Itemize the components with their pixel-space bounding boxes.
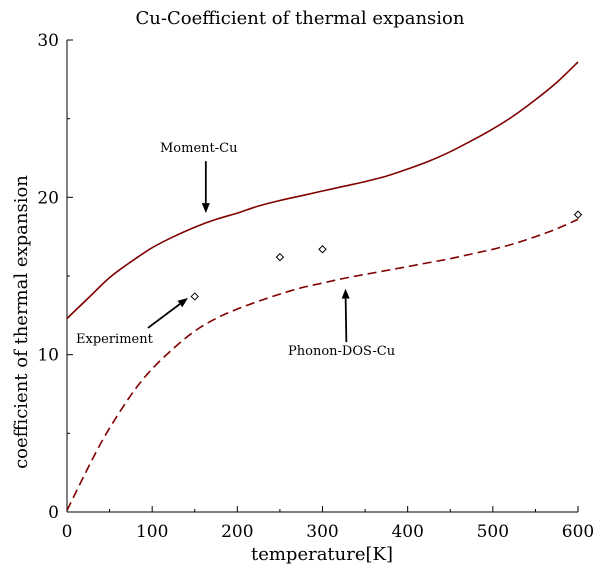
experiment-point xyxy=(318,245,327,254)
experiment-point xyxy=(573,210,583,219)
axis-ticks xyxy=(66,39,579,513)
experiment-markers xyxy=(190,210,583,301)
curves xyxy=(66,61,579,511)
experiment-point xyxy=(190,292,199,301)
x-tick-label: 500 xyxy=(477,522,509,542)
series-line-moment-cu xyxy=(66,61,579,320)
arrowhead-moment-cu xyxy=(201,203,210,214)
arrow-phonon-dos-cu xyxy=(344,298,348,343)
x-tick-label: 200 xyxy=(221,522,253,542)
annotation-phonon-dos-cu: Phonon-DOS-Cu xyxy=(288,344,395,359)
y-tick-label: 20 xyxy=(37,188,59,208)
annotation-moment-cu: Moment-Cu xyxy=(160,141,237,156)
y-tick-label: 10 xyxy=(37,346,59,366)
tick-labels: 0 100 200 300 400 500 600 0 10 20 30 xyxy=(37,31,594,542)
experiment-point xyxy=(275,252,285,262)
y-axis-title: coefficient of thermal expansion xyxy=(11,175,32,469)
arrow-experiment xyxy=(147,303,181,329)
x-tick-label: 600 xyxy=(562,522,594,542)
y-tick-label: 0 xyxy=(48,503,59,523)
y-tick-label: 30 xyxy=(37,31,59,51)
annotation-experiment: Experiment xyxy=(76,332,154,347)
x-tick-label: 300 xyxy=(306,522,338,542)
annotation-arrows xyxy=(147,161,350,343)
arrowhead-phonon-dos-cu xyxy=(341,288,350,299)
x-axis-title: temperature[K] xyxy=(251,544,393,565)
x-tick-label: 100 xyxy=(136,522,168,542)
x-tick-label: 0 xyxy=(62,522,73,542)
plot-area xyxy=(66,39,583,513)
series-line-phonon-dos-cu xyxy=(66,218,579,511)
chart-title: Cu-Coefficient of thermal expansion xyxy=(136,8,465,29)
arrowhead-experiment xyxy=(177,298,188,308)
x-tick-label: 400 xyxy=(391,522,423,542)
